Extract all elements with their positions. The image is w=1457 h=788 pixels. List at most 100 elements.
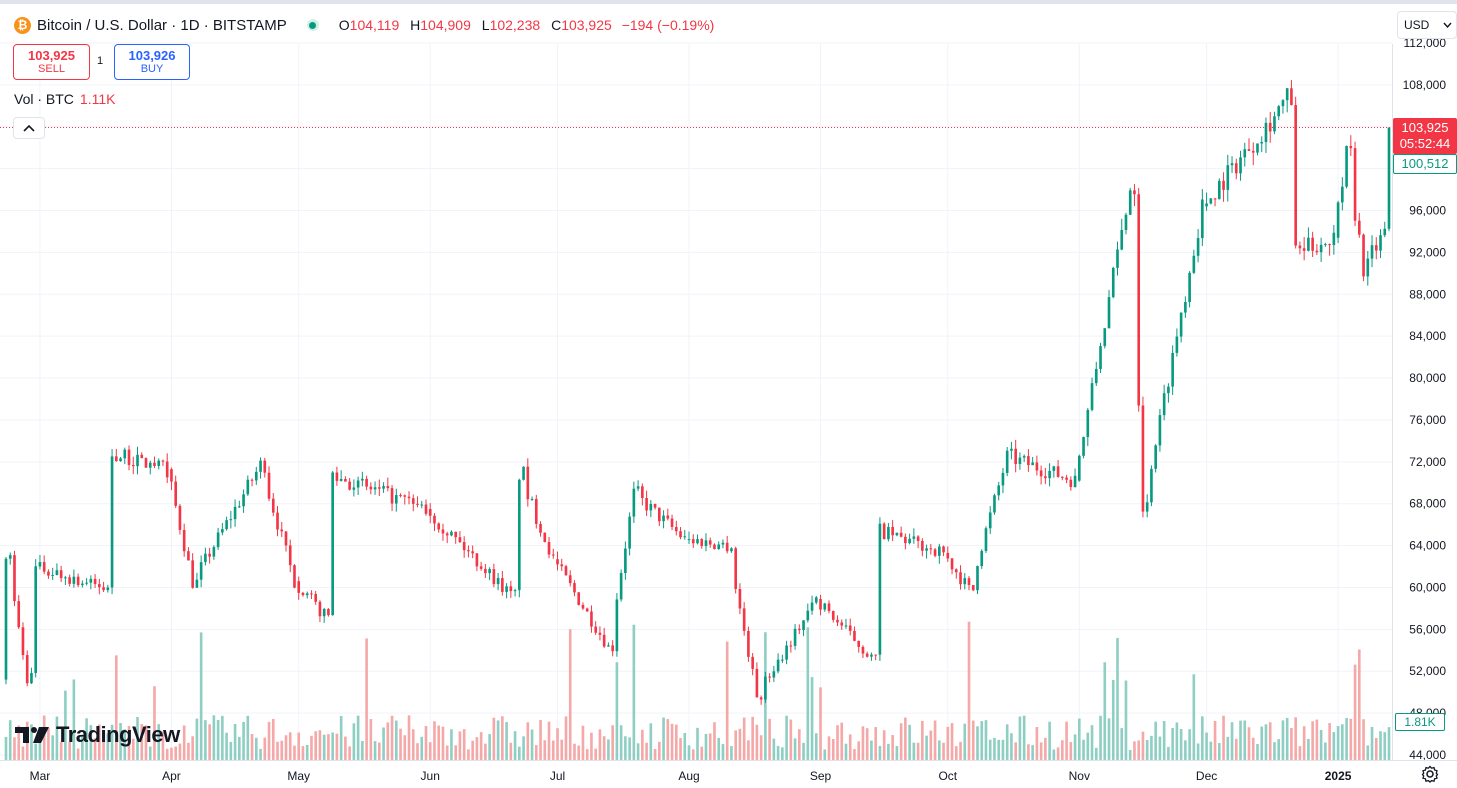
candle-body — [1150, 468, 1153, 503]
chart-settings-button[interactable] — [1420, 765, 1440, 785]
candle-body — [887, 526, 890, 540]
candle-body — [305, 593, 309, 596]
candle-body — [687, 539, 691, 541]
symbol-title[interactable]: Bitcoin / U.S. Dollar · 1D · BITSTAMP — [37, 16, 287, 34]
candle-body — [526, 466, 530, 500]
candle-body — [658, 507, 661, 522]
volume-legend[interactable]: Vol · BTC 1.11K — [14, 91, 115, 107]
sell-button[interactable]: 103,925 SELL — [13, 44, 90, 80]
candle-body — [267, 472, 271, 499]
candle-body — [1294, 105, 1297, 246]
candle-body — [148, 462, 152, 468]
candle-body — [1162, 393, 1166, 416]
candle-body — [509, 586, 513, 592]
volume-bar — [776, 745, 780, 760]
candle-body — [195, 579, 199, 588]
candle-body — [85, 582, 88, 584]
volume-bar — [98, 724, 101, 760]
volume-bar — [1374, 738, 1378, 760]
volume-bar — [1251, 737, 1255, 760]
volume-bar — [174, 746, 178, 760]
volume-bar — [1387, 727, 1391, 760]
volume-bar — [581, 725, 585, 760]
volume-bar — [1052, 749, 1056, 760]
volume-bar — [454, 745, 458, 760]
volume-bar — [1124, 680, 1128, 760]
candle-body — [356, 480, 360, 488]
candle-body — [1094, 368, 1098, 384]
candle-body — [649, 504, 653, 511]
candle-body — [1179, 312, 1183, 337]
candle-body — [55, 570, 59, 575]
candle-body — [518, 479, 521, 591]
candle-body — [467, 550, 470, 552]
volume-bar — [1285, 717, 1289, 760]
candle-body — [1065, 477, 1068, 480]
volume-bar — [734, 730, 737, 760]
candle-body — [645, 498, 648, 511]
candle-body — [475, 553, 479, 567]
volume-bar — [1230, 722, 1234, 760]
volume-bar — [971, 720, 975, 760]
volume-bar — [1077, 718, 1081, 760]
volume-bar — [242, 721, 245, 760]
candle-body — [34, 566, 38, 673]
volume-bar — [547, 721, 551, 760]
volume-bar — [1311, 721, 1314, 760]
volume-bar — [857, 741, 861, 760]
candle-body — [344, 479, 347, 482]
volume-bar — [1103, 662, 1107, 760]
candle-body — [59, 570, 63, 579]
candle-body — [980, 550, 984, 567]
market-status-icon[interactable] — [306, 19, 319, 31]
bitcoin-icon: ₿ — [14, 16, 31, 34]
candle-body — [199, 562, 203, 580]
volume-bar — [47, 727, 50, 760]
volume-bar — [721, 744, 725, 760]
candle-body — [13, 555, 16, 602]
collapse-legend-button[interactable] — [13, 117, 45, 139]
volume-bar — [696, 727, 699, 760]
candle-body — [1307, 237, 1310, 251]
candle-body — [123, 449, 127, 459]
volume-bar — [1035, 727, 1039, 760]
candle-body — [1362, 234, 1365, 277]
volume-bar — [140, 724, 144, 760]
candle-body — [865, 653, 869, 657]
candle-body — [170, 469, 173, 482]
tradingview-logo[interactable]: TradingView — [15, 720, 180, 750]
volume-bar — [114, 655, 118, 760]
candle-body — [827, 603, 831, 612]
volume-bar — [658, 741, 661, 760]
symbol-legend[interactable]: ₿ Bitcoin / U.S. Dollar · 1D · BITSTAMP … — [14, 14, 714, 36]
volume-bar — [607, 739, 610, 760]
candle-body — [1243, 149, 1247, 158]
volume-bar — [1264, 724, 1268, 760]
candle-body — [361, 478, 364, 481]
candle-body — [1141, 405, 1145, 512]
candle-body — [327, 608, 330, 616]
candle-body — [568, 575, 572, 584]
buy-button[interactable]: 103,926 BUY — [114, 44, 190, 80]
candle-body — [89, 578, 93, 583]
candle-body — [394, 495, 398, 504]
candle-body — [848, 625, 852, 631]
candle-body — [1061, 476, 1064, 478]
candle-body — [534, 498, 538, 524]
volume-bar — [199, 632, 203, 760]
candle-body — [454, 531, 458, 538]
volume-bar — [1133, 741, 1136, 760]
candle-body — [471, 551, 474, 554]
currency-selector[interactable]: USD — [1397, 11, 1457, 39]
candle-body — [636, 486, 640, 489]
volume-bar — [836, 725, 839, 760]
candle-body — [802, 620, 805, 631]
volume-bar — [1048, 721, 1051, 760]
candle-body — [1167, 386, 1170, 394]
candlesticks[interactable] — [4, 80, 1391, 705]
volume-bar — [68, 741, 71, 760]
volume-bar — [131, 738, 135, 760]
volume-bar — [288, 732, 292, 760]
volume-bar — [416, 743, 419, 760]
